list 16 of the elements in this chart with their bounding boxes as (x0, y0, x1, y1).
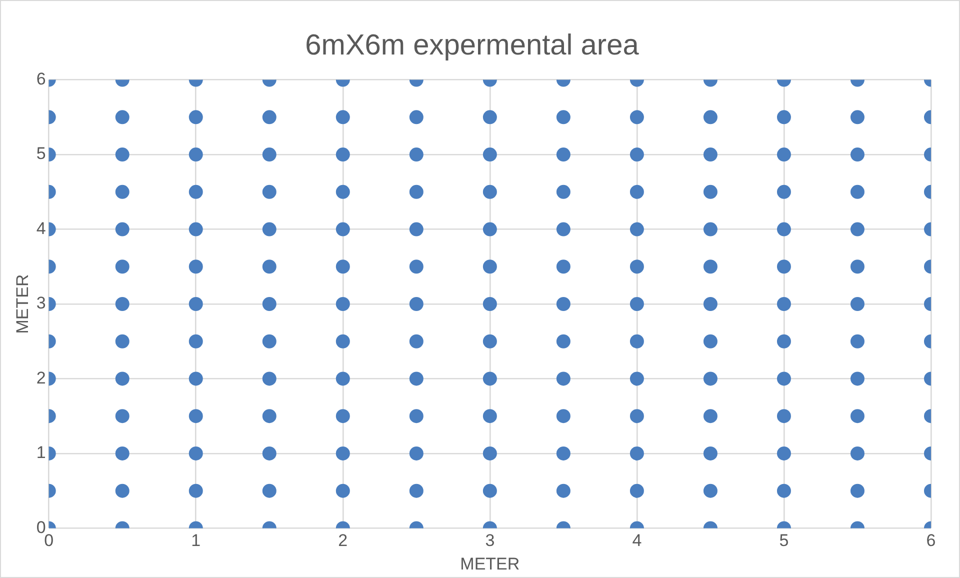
x-tick-label: 2 (338, 531, 348, 550)
y-tick-label: 4 (36, 218, 46, 238)
y-tick-label: 6 (36, 69, 46, 88)
x-tick-label: 3 (485, 531, 495, 550)
x-tick-label: 1 (191, 531, 201, 550)
y-tick-label: 0 (36, 518, 46, 537)
y-tick-label: 1 (36, 443, 46, 462)
y-tick-label: 2 (36, 368, 46, 388)
x-axis-title: METER (460, 554, 520, 574)
y-axis-title: METER (12, 274, 32, 334)
chart-title: 6mX6m expermental area (305, 29, 640, 62)
x-tick-label: 4 (632, 531, 642, 550)
y-tick-label: 5 (36, 144, 46, 164)
x-tick-label: 5 (779, 531, 789, 550)
y-tick-label: 3 (36, 294, 46, 313)
x-tick-label: 6 (926, 531, 936, 550)
